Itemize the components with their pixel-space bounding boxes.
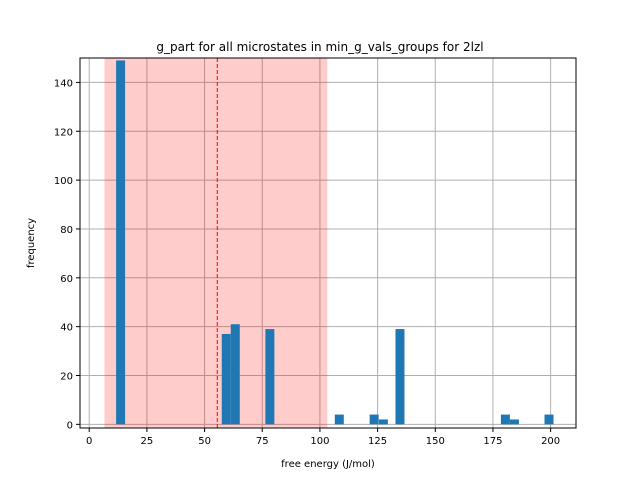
x-tick-label: 200 <box>541 436 560 447</box>
y-axis-label: frequency <box>26 218 37 268</box>
y-tick-label: 100 <box>54 176 73 187</box>
histogram-bar <box>334 414 344 425</box>
y-tick-label: 60 <box>60 274 73 285</box>
x-tick-label: 100 <box>310 436 329 447</box>
x-tick-label: 75 <box>256 436 269 447</box>
histogram-bar <box>395 329 405 425</box>
axis-ticks: 0 25 50 75 100 125 150 175 200 0 20 40 60 80 100 120 140 <box>54 78 560 447</box>
shaded-region <box>104 58 328 428</box>
bars <box>116 60 554 425</box>
x-tick-label: 25 <box>141 436 154 447</box>
histogram-bar <box>378 419 388 425</box>
x-tick-label: 50 <box>198 436 211 447</box>
x-tick-label: 125 <box>368 436 387 447</box>
histogram-bar <box>265 329 275 425</box>
y-tick-label: 140 <box>54 78 73 89</box>
histogram-bar <box>500 414 510 425</box>
x-tick-label: 150 <box>426 436 445 447</box>
y-tick-label: 20 <box>60 371 73 382</box>
histogram-bar <box>509 419 519 425</box>
histogram-bar <box>221 333 231 425</box>
x-tick-label: 0 <box>86 436 92 447</box>
shaded-region-layer <box>104 58 328 428</box>
y-tick-label: 80 <box>60 225 73 236</box>
histogram-bar <box>369 414 379 425</box>
y-tick-label: 120 <box>54 127 73 138</box>
histogram-bar <box>116 60 126 425</box>
histogram-bar <box>230 324 240 425</box>
histogram-bar <box>544 414 554 425</box>
x-tick-label: 175 <box>483 436 502 447</box>
plot-frame <box>79 57 577 429</box>
chart-title: g_part for all microstates in min_g_vals… <box>156 40 483 54</box>
grid <box>80 58 576 428</box>
y-tick-label: 40 <box>60 323 73 334</box>
y-tick-label: 0 <box>67 420 73 431</box>
x-axis-label: free energy (J/mol) <box>281 459 375 470</box>
